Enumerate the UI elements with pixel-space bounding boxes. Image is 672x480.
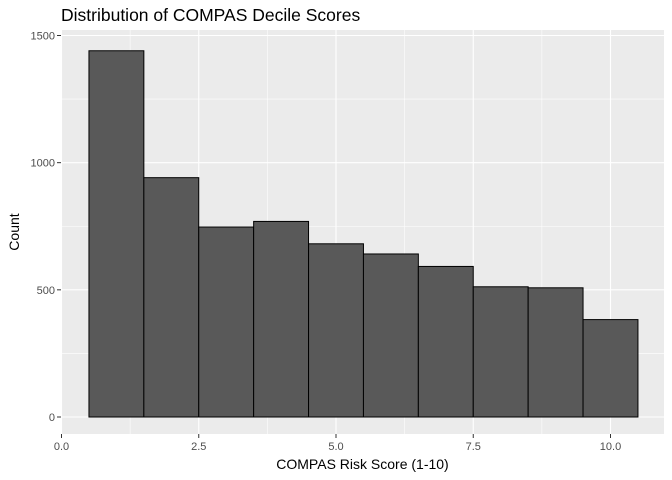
x-tick-label: 5.0 xyxy=(328,441,343,453)
histogram-bar-5 xyxy=(308,243,364,418)
y-tick-label: 1500 xyxy=(31,31,55,43)
histogram-bar-3 xyxy=(198,226,255,418)
histogram-bar-6 xyxy=(362,253,419,418)
y-tick-label: 1000 xyxy=(31,158,55,170)
histogram-bar-1 xyxy=(88,50,145,418)
x-tick-label: 2.5 xyxy=(191,441,206,453)
x-tick-label: 7.5 xyxy=(466,441,481,453)
x-axis-title: COMPAS Risk Score (1-10) xyxy=(276,456,448,472)
histogram-bar-10 xyxy=(582,319,639,418)
y-axis-title: Count xyxy=(6,213,22,250)
x-tick-label: 10.0 xyxy=(600,441,621,453)
histogram-bar-7 xyxy=(417,265,474,418)
histogram-bar-2 xyxy=(143,177,200,418)
histogram-bar-9 xyxy=(527,287,584,418)
histogram-bar-8 xyxy=(472,286,529,418)
chart-title: Distribution of COMPAS Decile Scores xyxy=(61,5,361,25)
y-tick-label: 0 xyxy=(49,412,55,424)
histogram-bar-4 xyxy=(253,220,310,418)
y-tick-label: 500 xyxy=(37,285,55,297)
x-tick-label: 0.0 xyxy=(54,441,69,453)
